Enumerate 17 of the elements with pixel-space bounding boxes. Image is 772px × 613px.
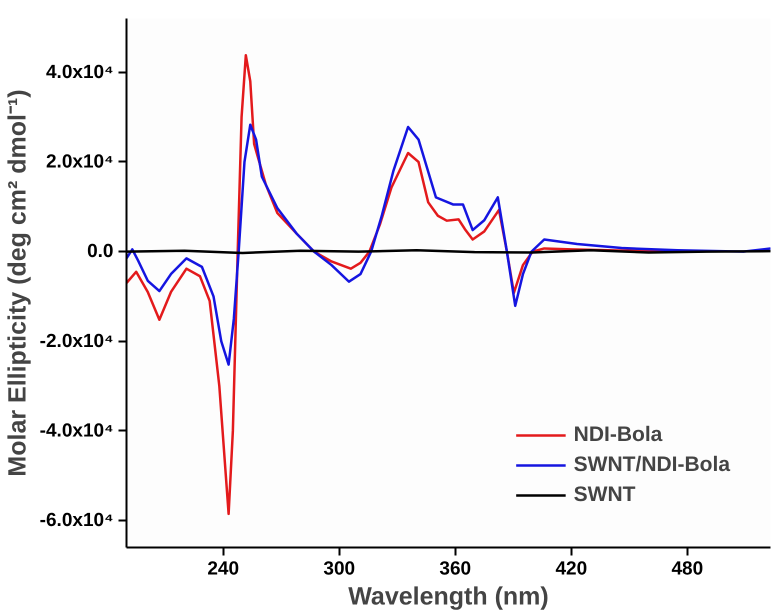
line-series	[126, 124, 770, 366]
y-tick-label: 2.0x10⁴	[46, 151, 114, 172]
y-tick-label: -6.0x10⁴	[40, 510, 114, 532]
x-tick-label: 480	[671, 558, 704, 580]
legend-label: SWNT/NDI-Bola	[574, 453, 730, 477]
legend-label: NDI-Bola	[574, 423, 662, 447]
y-tick-label: 0.0	[87, 241, 114, 262]
x-axis-title: Wavelength (nm)	[348, 582, 549, 610]
y-tick-label: -4.0x10⁴	[40, 420, 114, 442]
y-axis-title: Molar Ellipticity (deg cm² dmol⁻¹)	[4, 89, 32, 477]
x-tick-label: 300	[323, 558, 356, 580]
y-tick-label: -2.0x10⁴	[40, 330, 114, 352]
y-tick-label: 4.0x10⁴	[46, 62, 114, 83]
x-tick-label: 240	[207, 558, 240, 580]
x-tick-label: 420	[555, 558, 588, 580]
legend-label: SWNT	[574, 483, 636, 507]
x-tick-label: 360	[439, 558, 472, 580]
